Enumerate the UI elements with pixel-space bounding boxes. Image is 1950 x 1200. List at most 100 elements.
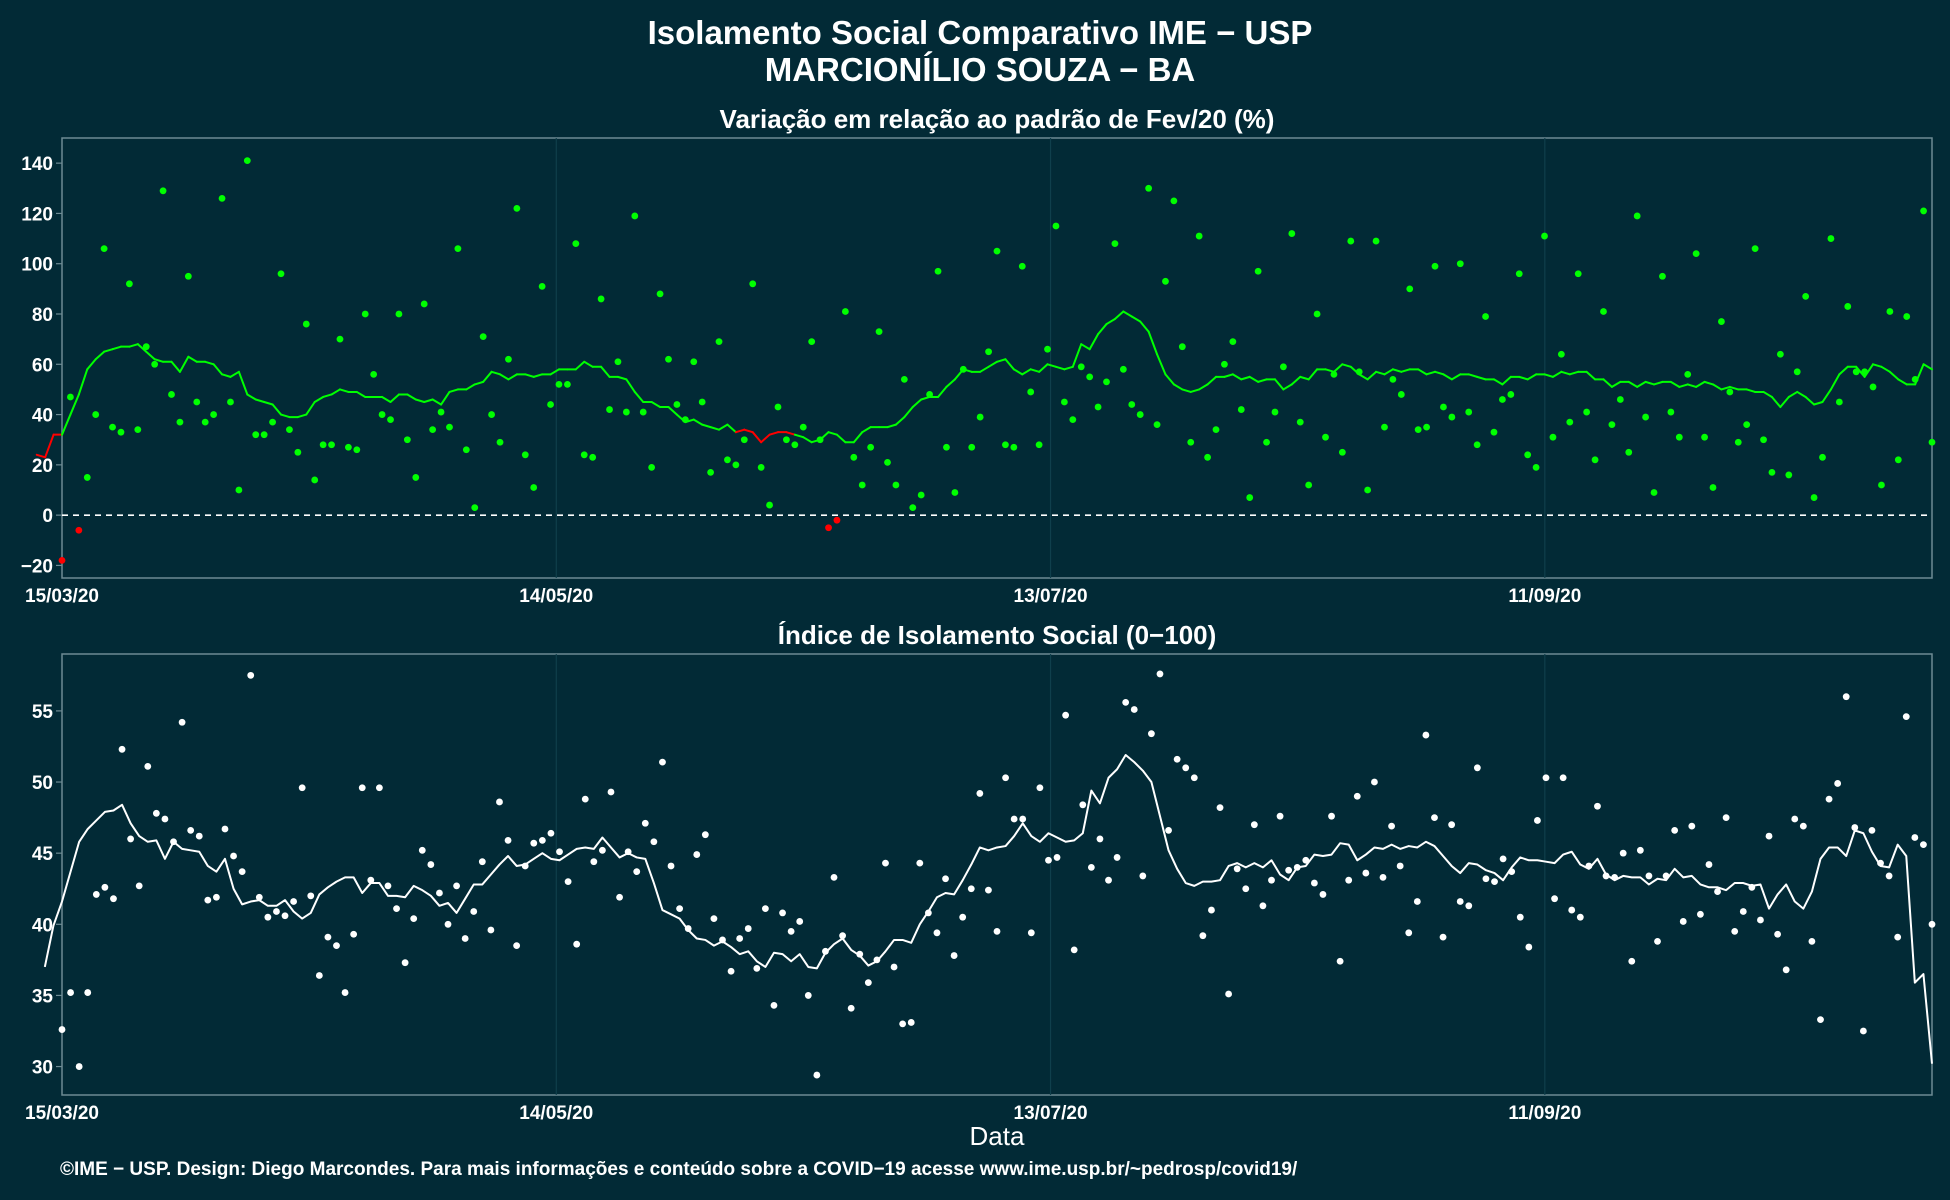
variation-trend-segment <box>170 360 181 373</box>
variation-data-point <box>850 453 858 461</box>
variation-trend-segment <box>1543 373 1554 378</box>
index-data-point <box>1576 913 1584 921</box>
variation-trend-segment <box>490 370 502 376</box>
variation-data-point <box>218 194 226 202</box>
variation-data-point <box>1692 250 1700 258</box>
variation-data-point <box>783 436 790 444</box>
variation-trend-segment <box>1172 383 1184 391</box>
index-data-point <box>92 891 100 898</box>
variation-data-point <box>1835 398 1843 406</box>
variation-data-point <box>1060 398 1068 406</box>
variation-data-point <box>370 370 378 378</box>
variation-data-point <box>395 310 403 318</box>
variation-data-point <box>1490 428 1498 436</box>
variation-y-tick-label: 60 <box>32 355 53 376</box>
variation-data-point <box>1313 310 1321 318</box>
variation-data-point <box>1465 408 1473 416</box>
variation-data-point <box>336 335 344 343</box>
index-data-point <box>1156 670 1164 678</box>
variation-data-point <box>1119 365 1127 373</box>
index-data-point <box>315 972 323 979</box>
index-data-point <box>830 873 838 881</box>
footer-credit: ©IME − USP. Design: Diego Marcondes. Par… <box>60 1159 1298 1180</box>
index-data-point <box>75 1063 83 1070</box>
index-data-point <box>1671 827 1679 834</box>
index-data-point <box>624 848 632 856</box>
variation-data-point <box>1718 318 1725 325</box>
variation-data-point <box>1616 396 1624 403</box>
index-data-point <box>1242 885 1250 893</box>
variation-data-point <box>260 431 268 439</box>
index-data-point <box>1482 875 1490 883</box>
variation-trend-segment <box>1290 375 1302 386</box>
variation-data-point <box>1279 363 1287 371</box>
variation-trend-segment <box>852 431 864 444</box>
index-data-point <box>530 839 538 847</box>
variation-data-point <box>437 408 445 416</box>
variation-trend-segment <box>111 345 122 351</box>
index-data-point <box>1139 872 1147 880</box>
variation-trend-segment <box>743 428 754 434</box>
variation-data-point <box>1027 388 1035 396</box>
variation-data-point <box>1482 313 1489 320</box>
index-data-point <box>1791 815 1799 823</box>
variation-trend-segment <box>1004 358 1015 371</box>
variation-data-point <box>1583 408 1591 416</box>
index-data-point <box>1928 920 1936 928</box>
index-data-point <box>1594 802 1601 810</box>
index-data-point <box>1859 1027 1867 1035</box>
index-data-point <box>1225 990 1233 998</box>
variation-data-point <box>648 463 656 471</box>
variation-data-point <box>707 469 715 476</box>
variation-trend-segment <box>263 401 274 406</box>
variation-y-tick-label: 100 <box>21 255 53 276</box>
variation-data-point <box>740 436 748 444</box>
variation-trend-segment <box>718 423 729 431</box>
variation-data-point <box>353 446 361 454</box>
index-data-point <box>1757 916 1764 924</box>
index-data-point <box>882 859 889 867</box>
variation-trend-segment <box>793 433 805 439</box>
variation-trend-segment <box>1054 365 1066 371</box>
index-data-point <box>1628 957 1636 965</box>
variation-data-point <box>193 398 201 406</box>
variation-trend-segment <box>1332 363 1344 373</box>
variation-data-point <box>227 398 234 406</box>
index-data-point <box>367 876 375 884</box>
variation-data-point <box>1456 260 1464 268</box>
index-data-point <box>538 836 546 844</box>
variation-trend-segment <box>1695 380 1706 388</box>
index-y-tick-label: 35 <box>32 986 54 1007</box>
variation-data-point <box>412 474 420 481</box>
index-data-point <box>290 898 298 905</box>
variation-trend-segment <box>1610 380 1622 388</box>
variation-trend-segment <box>178 355 190 373</box>
variation-trend-segment <box>760 433 771 444</box>
variation-data-point <box>976 413 984 421</box>
variation-trend-segment <box>1821 388 1832 403</box>
variation-data-point <box>681 416 689 423</box>
variation-data-point <box>1667 408 1675 416</box>
variation-data-point <box>1709 484 1717 491</box>
index-data-point <box>1353 792 1361 800</box>
index-data-point <box>736 935 744 942</box>
index-data-point <box>1302 856 1310 864</box>
variation-data-point <box>1246 494 1254 501</box>
variation-data-point <box>766 501 773 509</box>
variation-trend-segment <box>751 431 763 444</box>
variation-trend-segment <box>583 360 594 368</box>
index-data-point <box>221 825 229 833</box>
index-data-point <box>1087 863 1095 871</box>
variation-data-point <box>184 272 192 280</box>
index-data-point <box>1173 755 1181 763</box>
variation-trend-segment <box>145 350 156 361</box>
index-data-point <box>676 905 684 913</box>
index-data-point <box>436 889 443 897</box>
index-data-point <box>187 827 195 834</box>
index-data-point <box>933 929 941 937</box>
variation-trend-segment <box>549 368 560 376</box>
variation-trend-segment <box>1029 368 1041 373</box>
variation-data-point <box>471 504 479 511</box>
variation-y-tick-label: 20 <box>32 456 53 477</box>
variation-data-point <box>597 295 605 303</box>
